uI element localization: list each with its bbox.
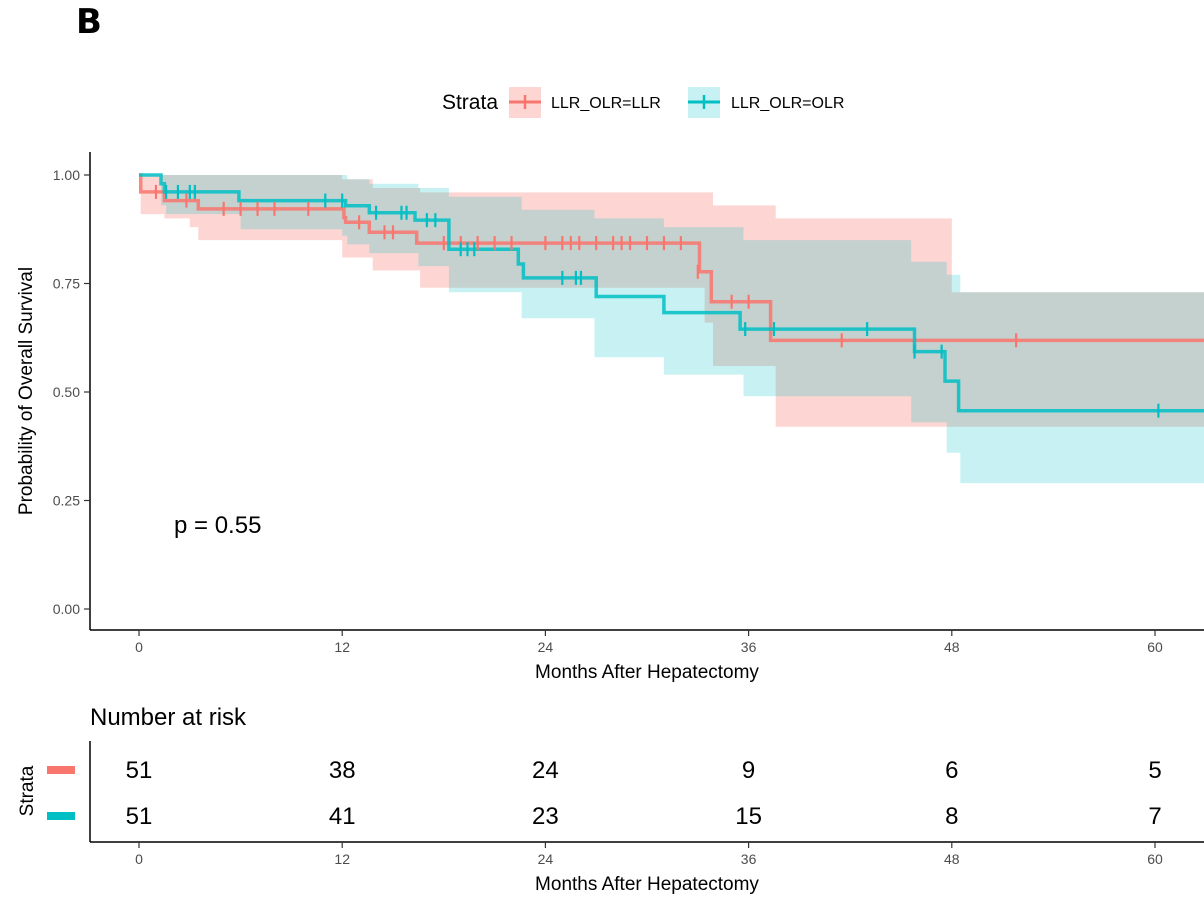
y-tick-label: 0.00 — [53, 601, 80, 617]
risk-count: 15 — [735, 803, 762, 830]
risk-table-y-label: Strata — [17, 765, 38, 816]
risk-count: 6 — [945, 757, 958, 784]
x-tick-label: 36 — [741, 639, 757, 655]
plot-area: 0.00 0.25 0.50 0.75 1.00 0 12 24 36 48 60 Probabi… — [16, 152, 1204, 683]
legend-label-llr: LLR_OLR=LLR — [551, 95, 661, 112]
risk-table: Number at risk Strata 51 38 24 9 6 5 51 41 23 15 8… — [17, 704, 1204, 895]
risk-count: 51 — [126, 757, 153, 784]
risk-strata-key-llr — [47, 766, 75, 774]
y-tick-label: 0.50 — [53, 384, 80, 400]
x-tick-label: 60 — [1147, 639, 1163, 655]
risk-x-tick-label: 48 — [944, 851, 960, 867]
ci-band-llr — [139, 175, 1204, 427]
x-tick-label: 48 — [944, 639, 960, 655]
y-tick-label: 0.75 — [53, 276, 80, 292]
risk-count: 38 — [329, 757, 356, 784]
risk-count: 5 — [1148, 757, 1161, 784]
x-axis-label: Months After Hepatectomy — [535, 662, 759, 683]
y-ticks: 0.00 0.25 0.50 0.75 1.00 — [53, 167, 90, 617]
legend-label-olr: LLR_OLR=OLR — [731, 95, 844, 112]
x-tick-label: 24 — [538, 639, 554, 655]
y-tick-label: 0.25 — [53, 493, 80, 509]
risk-count: 8 — [945, 803, 958, 830]
risk-x-tick-label: 12 — [334, 851, 350, 867]
risk-x-tick-label: 0 — [135, 851, 143, 867]
risk-count: 51 — [126, 803, 153, 830]
censor-marks — [154, 184, 1160, 418]
risk-count: 7 — [1148, 803, 1161, 830]
x-tick-label: 0 — [135, 639, 143, 655]
x-tick-label: 12 — [334, 639, 350, 655]
y-axis-label: Probability of Overall Survival — [16, 267, 37, 515]
legend-title: Strata — [442, 91, 498, 114]
risk-x-axis-label: Months After Hepatectomy — [535, 874, 759, 895]
risk-count: 41 — [329, 803, 356, 830]
y-tick-label: 1.00 — [53, 167, 80, 183]
risk-strata-key-olr — [47, 812, 75, 820]
legend: Strata LLR_OLR=LLR LLR_OLR=OLR — [442, 87, 844, 118]
risk-x-tick-label: 36 — [741, 851, 757, 867]
p-value-annotation: p = 0.55 — [174, 512, 261, 539]
risk-count: 24 — [532, 757, 559, 784]
x-ticks: 0 12 24 36 48 60 — [135, 630, 1163, 655]
risk-rows: 51 38 24 9 6 5 51 41 23 15 8 7 — [47, 757, 1162, 830]
confidence-bands — [139, 175, 1204, 484]
panel-label: B — [76, 2, 102, 42]
risk-table-title: Number at risk — [90, 704, 247, 731]
ci-band-olr — [139, 175, 1204, 484]
risk-x-tick-label: 24 — [538, 851, 554, 867]
risk-x-tick-label: 60 — [1147, 851, 1163, 867]
risk-count: 9 — [742, 757, 755, 784]
risk-x-ticks: 0 12 24 36 48 60 — [135, 842, 1163, 867]
risk-count: 23 — [532, 803, 559, 830]
